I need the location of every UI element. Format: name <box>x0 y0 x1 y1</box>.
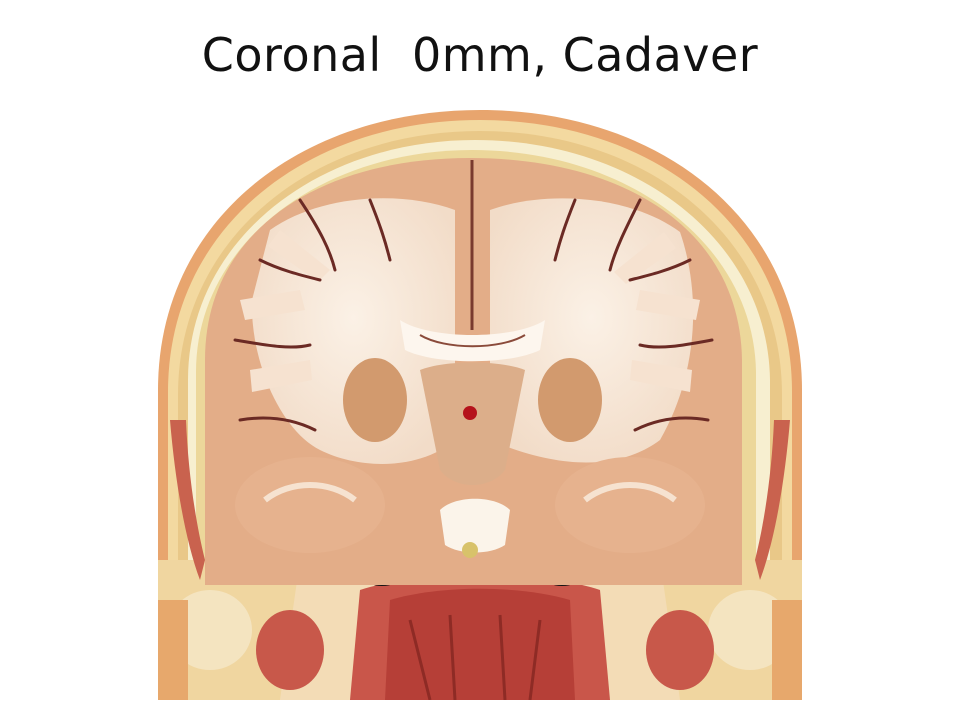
brain-section <box>205 158 742 585</box>
temporalis-muscle <box>170 420 790 580</box>
slide-title: Coronal 0mm, Cadaver <box>201 28 759 82</box>
marker-dot <box>463 406 477 420</box>
